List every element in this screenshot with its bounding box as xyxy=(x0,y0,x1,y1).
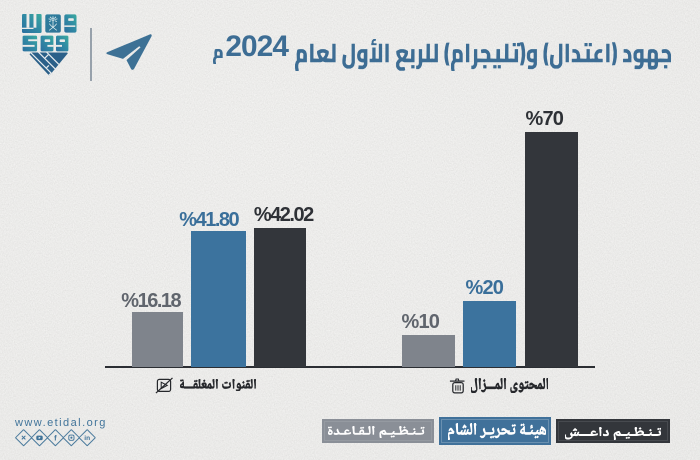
svg-text:f: f xyxy=(54,434,57,443)
svg-text:in: in xyxy=(84,435,90,442)
